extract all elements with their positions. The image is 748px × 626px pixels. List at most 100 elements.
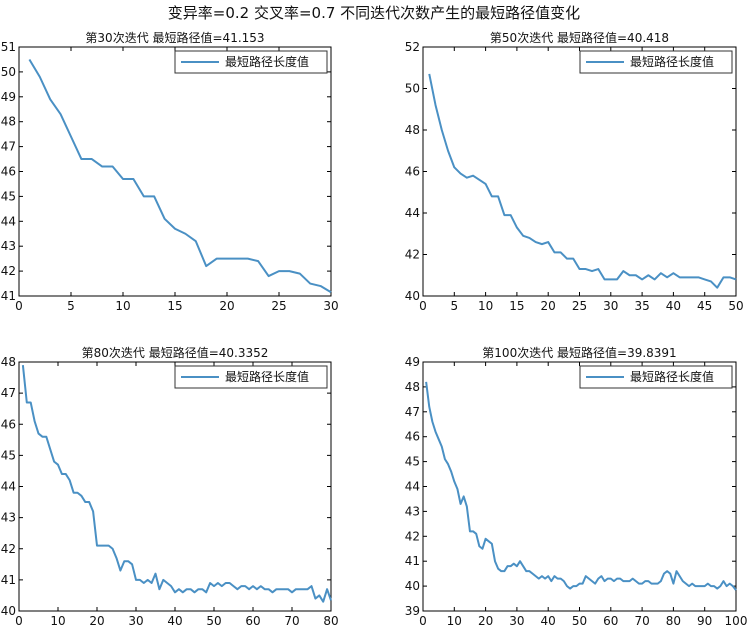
x-tick-label: 80: [666, 614, 681, 626]
y-tick-label: 47: [405, 405, 420, 419]
y-tick-label: 46: [1, 417, 16, 431]
x-tick-label: 10: [115, 299, 130, 313]
y-tick-label: 40: [405, 579, 420, 593]
series-line: [28, 58, 332, 294]
y-tick-label: 44: [1, 214, 16, 228]
legend-label: 最短路径长度值: [630, 369, 714, 384]
y-tick-label: 40: [1, 604, 16, 618]
x-tick-label: 40: [541, 614, 556, 626]
x-tick-label: 0: [15, 299, 23, 313]
y-tick-label: 47: [1, 386, 16, 400]
x-tick-label: 5: [67, 299, 75, 313]
chart-1: 第30次迭代 最短路径值=41.153 0 5 10 15 20 25 30 41 42 43 44 4…: [1, 30, 339, 313]
y-tick-label: 42: [1, 264, 16, 278]
chart-2: 第50次迭代 最短路径值=40.418 0 5 10 15 20 25 30 35 40 45 50 4…: [405, 30, 744, 313]
y-tick-label: 48: [405, 380, 420, 394]
y-tick-label: 45: [1, 448, 16, 462]
chart-title: 第100次迭代 最短路径值=39.8391: [482, 345, 676, 360]
y-tick-label: 46: [1, 165, 16, 179]
x-tick-label: 25: [572, 299, 587, 313]
x-tick-label: 10: [50, 614, 65, 626]
x-tick-label: 80: [323, 614, 338, 626]
y-tick-label: 50: [405, 82, 420, 96]
y-tick-label: 42: [405, 529, 420, 543]
x-tick-label: 0: [419, 299, 427, 313]
series-line: [21, 365, 332, 603]
x-tick-label: 35: [634, 299, 649, 313]
legend-box: [579, 365, 733, 389]
legend-box: [174, 50, 328, 74]
series-line: [425, 381, 737, 591]
y-tick-label: 44: [405, 206, 420, 220]
y-tick-label: 44: [405, 480, 420, 494]
legend-box: [174, 365, 328, 389]
chart-title: 第50次迭代 最短路径值=40.418: [490, 30, 669, 45]
x-tick-label: 20: [219, 299, 234, 313]
y-tick-label: 47: [1, 140, 16, 154]
x-tick-label: 20: [541, 299, 556, 313]
y-tick-label: 43: [1, 511, 16, 525]
x-tick-label: 0: [419, 614, 427, 626]
y-tick-label: 45: [1, 189, 16, 203]
y-tick-label: 49: [405, 355, 420, 369]
y-tick-label: 50: [1, 65, 16, 79]
x-tick-label: 10: [478, 299, 493, 313]
x-tick-label: 20: [89, 614, 104, 626]
legend-label: 最短路径长度值: [630, 54, 714, 69]
chart-3: 第80次迭代 最短路径值=40.3352 0 10 20 30 40 50 60 70 80 40 4…: [1, 345, 339, 626]
legend: 最短路径长度值: [174, 50, 328, 74]
x-tick-label: 30: [128, 614, 143, 626]
x-tick-label: 0: [15, 614, 23, 626]
legend: 最短路径长度值: [174, 365, 328, 389]
y-tick-label: 40: [405, 289, 420, 303]
legend: 最短路径长度值: [579, 365, 733, 389]
legend: 最短路径长度值: [579, 50, 733, 74]
chart-4: 第100次迭代 最短路径值=39.8391 0 10 20 30 40 50 60 70 80 90…: [405, 345, 748, 626]
x-tick-label: 60: [245, 614, 260, 626]
legend-label: 最短路径长度值: [225, 369, 309, 384]
plot-area: [422, 46, 737, 297]
x-tick-label: 15: [167, 299, 182, 313]
chart-title: 第30次迭代 最短路径值=41.153: [85, 30, 264, 45]
y-tick-label: 41: [1, 573, 16, 587]
plot-area: [422, 361, 737, 612]
legend-box: [579, 50, 733, 74]
x-tick-label: 20: [478, 614, 493, 626]
y-tick-label: 52: [405, 40, 420, 54]
y-tick-label: 43: [405, 504, 420, 518]
x-tick-label: 40: [167, 614, 182, 626]
x-tick-label: 70: [284, 614, 299, 626]
x-tick-label: 50: [728, 299, 743, 313]
y-tick-label: 49: [1, 90, 16, 104]
y-tick-label: 39: [405, 604, 420, 618]
x-tick-label: 30: [509, 614, 524, 626]
y-tick-label: 48: [1, 115, 16, 129]
x-tick-label: 15: [509, 299, 524, 313]
y-tick-label: 41: [405, 554, 420, 568]
x-tick-label: 45: [697, 299, 712, 313]
y-tick-label: 42: [405, 248, 420, 262]
y-tick-label: 45: [405, 455, 420, 469]
x-tick-label: 25: [271, 299, 286, 313]
x-tick-label: 5: [450, 299, 458, 313]
y-tick-label: 46: [405, 430, 420, 444]
x-tick-label: 50: [206, 614, 221, 626]
x-tick-label: 30: [603, 299, 618, 313]
y-tick-label: 51: [1, 40, 16, 54]
x-tick-label: 100: [725, 614, 748, 626]
x-tick-label: 60: [603, 614, 618, 626]
y-tick-label: 46: [405, 165, 420, 179]
legend-label: 最短路径长度值: [225, 54, 309, 69]
y-tick-label: 44: [1, 480, 16, 494]
chart-title: 第80次迭代 最短路径值=40.3352: [82, 345, 269, 360]
figure-title: 变异率=0.2 交叉率=0.7 不同迭代次数产生的最短路径值变化: [167, 4, 581, 22]
y-tick-label: 42: [1, 542, 16, 556]
y-tick-label: 41: [1, 289, 16, 303]
x-tick-label: 40: [666, 299, 681, 313]
y-tick-label: 48: [1, 355, 16, 369]
plot-area: [18, 46, 332, 297]
series-line: [428, 73, 737, 289]
plot-area: [18, 361, 332, 612]
y-tick-label: 48: [405, 123, 420, 137]
